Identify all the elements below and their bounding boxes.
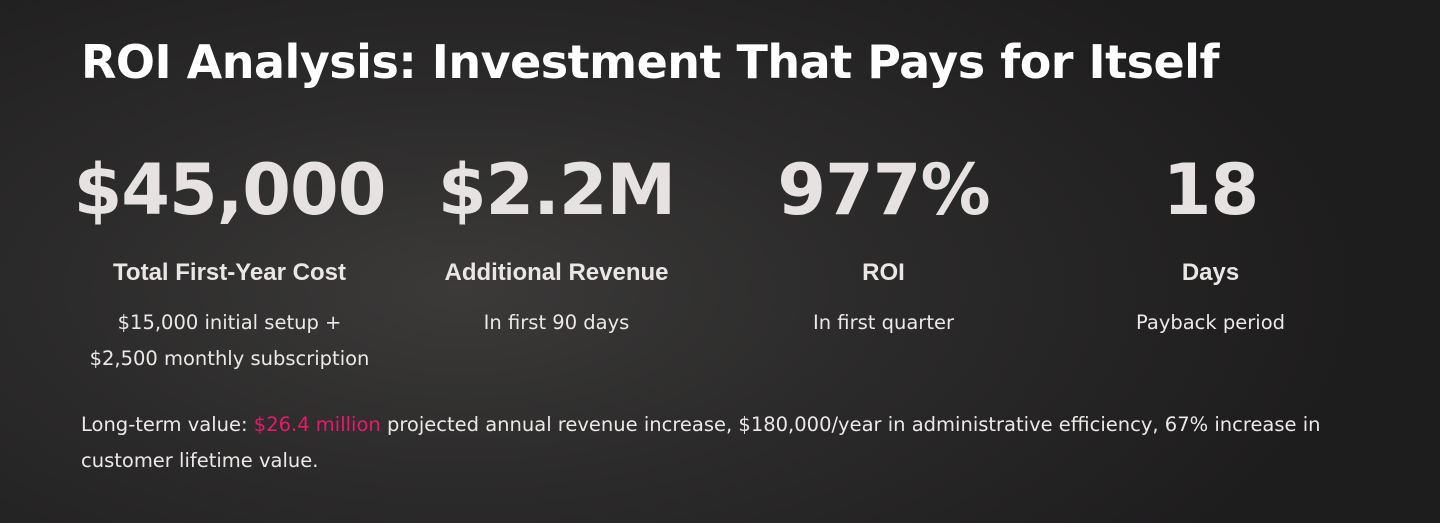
stat-label: Additional Revenue	[444, 259, 669, 286]
stat-label: Total First-Year Cost	[113, 259, 346, 286]
stat-label: ROI	[862, 259, 905, 286]
stat-description-line: In first 90 days	[483, 311, 630, 334]
stats-row: $45,000 Total First-Year Cost $15,000 in…	[66, 148, 1374, 377]
stat-description: $15,000 initial setup + $2,500 monthly s…	[66, 305, 393, 377]
stat-value: $45,000	[73, 149, 387, 231]
stat-description-line: $15,000 initial setup +	[117, 311, 342, 334]
stat-description: In first 90 days	[393, 305, 720, 341]
stat-description-line: $2,500 monthly subscription	[89, 347, 370, 370]
footnote-suffix: projected annual revenue increase, $180,…	[81, 413, 1321, 472]
footnote-highlight: $26.4 million	[253, 413, 381, 436]
stat-payback-days: 18 Days Payback period	[1047, 148, 1374, 377]
stat-roi: 977% ROI In first quarter	[720, 148, 1047, 377]
footnote-prefix: Long-term value:	[81, 413, 254, 436]
stat-value: 18	[1162, 149, 1259, 231]
stat-additional-revenue: $2.2M Additional Revenue In first 90 day…	[393, 148, 720, 377]
stat-description-line: In first quarter	[813, 311, 954, 334]
page-title: ROI Analysis: Investment That Pays for I…	[81, 35, 1219, 89]
stat-value: 977%	[777, 149, 990, 231]
stat-value: $2.2M	[437, 149, 676, 231]
stat-description: In first quarter	[720, 305, 1047, 341]
stat-description-line: Payback period	[1135, 311, 1286, 334]
stat-description: Payback period	[1047, 305, 1374, 341]
stat-total-cost: $45,000 Total First-Year Cost $15,000 in…	[66, 148, 393, 377]
long-term-value-note: Long-term value: $26.4 million projected…	[81, 407, 1371, 479]
stat-label: Days	[1181, 259, 1240, 286]
